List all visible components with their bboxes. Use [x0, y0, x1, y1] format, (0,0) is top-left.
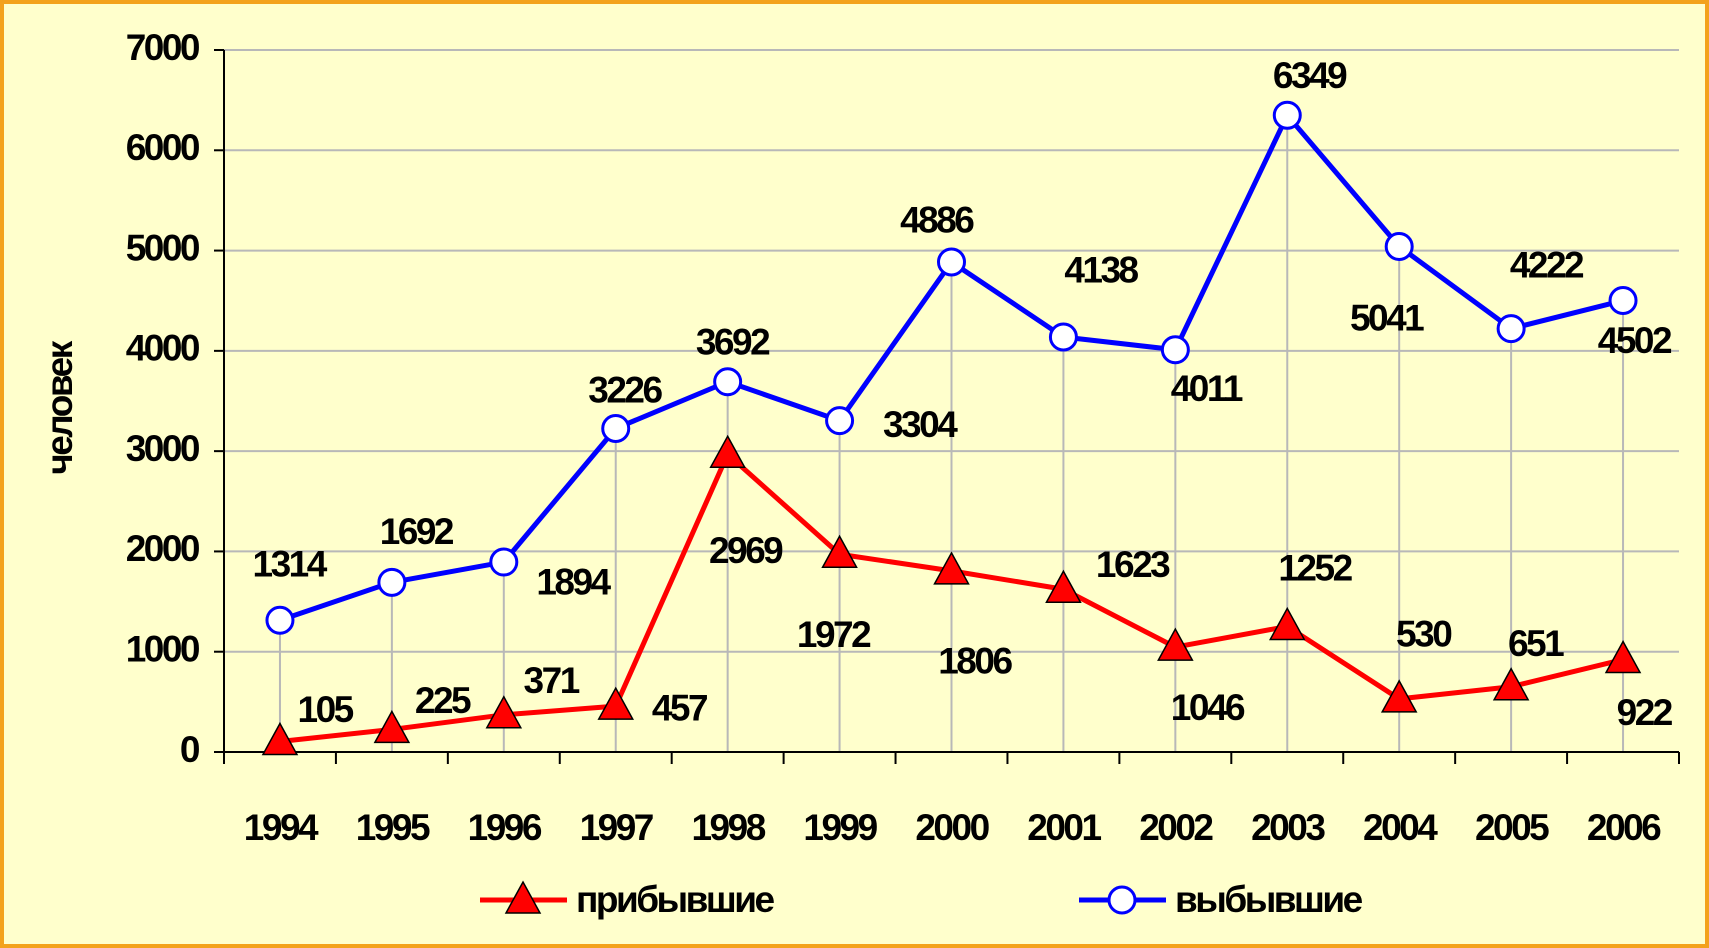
- point-marker: [1496, 314, 1526, 344]
- point-marker: [1160, 335, 1190, 365]
- point-marker: [825, 406, 855, 436]
- point-marker: [373, 709, 411, 744]
- data-label: 1972: [797, 614, 871, 655]
- x-tick-label: 1998: [691, 807, 765, 848]
- point-marker: [485, 695, 523, 729]
- y-tick-label: 6000: [126, 127, 200, 168]
- x-tick-label: 1996: [468, 807, 542, 848]
- data-label: 1806: [938, 640, 1012, 681]
- data-label: 4011: [1171, 368, 1243, 409]
- point-marker: [1048, 322, 1078, 352]
- data-label: 5041: [1350, 297, 1424, 338]
- point-marker: [1272, 100, 1302, 130]
- x-tick-label: 1994: [244, 807, 319, 848]
- point-marker: [1380, 679, 1418, 713]
- plot-background: [4, 4, 1705, 944]
- point-marker: [1492, 667, 1530, 701]
- data-label: 3226: [588, 369, 662, 410]
- data-label: 3692: [696, 321, 770, 362]
- point-marker: [265, 605, 295, 635]
- point-marker: [713, 367, 743, 397]
- x-tick-label: 2006: [1587, 807, 1661, 848]
- x-tick-label: 2000: [915, 807, 989, 848]
- point-marker: [1608, 286, 1638, 316]
- x-tick-label: 2003: [1251, 807, 1325, 848]
- x-tick-label: 2001: [1027, 807, 1101, 848]
- legend-label: выбывшие: [1175, 879, 1363, 920]
- x-tick-label: 2002: [1139, 807, 1213, 848]
- y-tick-label: 7000: [126, 27, 200, 68]
- data-label: 1692: [380, 511, 454, 552]
- point-marker: [937, 247, 966, 277]
- data-label: 371: [524, 660, 580, 701]
- point-marker: [601, 413, 631, 443]
- data-label: 1623: [1096, 544, 1170, 585]
- point-marker: [377, 567, 407, 597]
- data-label: 225: [415, 680, 471, 721]
- data-label: 1046: [1171, 687, 1245, 728]
- data-label: 3304: [883, 404, 958, 445]
- x-tick-label: 2004: [1363, 807, 1438, 848]
- data-label: 4138: [1064, 249, 1138, 290]
- y-tick-label: 0: [180, 729, 200, 770]
- point-marker: [1107, 885, 1137, 915]
- data-label: 105: [298, 689, 354, 730]
- data-label: 1252: [1278, 548, 1352, 589]
- y-tick-label: 2000: [126, 528, 200, 569]
- legend-label: прибывшие: [576, 879, 774, 920]
- x-tick-label: 1997: [580, 807, 653, 848]
- point-marker: [933, 551, 970, 585]
- y-tick-label: 1000: [126, 628, 200, 669]
- data-label: 1314: [253, 544, 328, 585]
- point-marker: [489, 547, 519, 577]
- data-label: 457: [652, 687, 707, 728]
- data-label: 4222: [1510, 244, 1584, 285]
- y-axis-label: человек: [39, 340, 80, 475]
- point-marker: [1045, 569, 1082, 603]
- data-label: 2969: [709, 530, 783, 571]
- point-marker: [1157, 627, 1194, 661]
- data-label: 1894: [536, 562, 611, 603]
- point-marker: [597, 686, 634, 720]
- y-tick-label: 5000: [126, 227, 200, 268]
- data-label: 922: [1617, 692, 1673, 733]
- point-marker: [1269, 606, 1306, 641]
- point-marker: [709, 434, 746, 469]
- point-marker: [504, 880, 542, 914]
- x-tick-label: 1995: [356, 807, 430, 848]
- data-label: 530: [1396, 613, 1452, 654]
- y-tick-label: 3000: [126, 428, 200, 469]
- data-label: 6349: [1273, 55, 1347, 96]
- point-marker: [821, 534, 858, 568]
- data-label: 4886: [900, 200, 974, 241]
- x-tick-label: 2005: [1475, 807, 1549, 848]
- x-tick-label: 1999: [803, 807, 877, 848]
- y-tick-label: 4000: [126, 328, 200, 369]
- data-label: 651: [1508, 623, 1564, 664]
- point-marker: [261, 721, 299, 756]
- point-marker: [1604, 639, 1642, 674]
- point-marker: [1384, 231, 1414, 261]
- data-label: 4502: [1598, 320, 1672, 361]
